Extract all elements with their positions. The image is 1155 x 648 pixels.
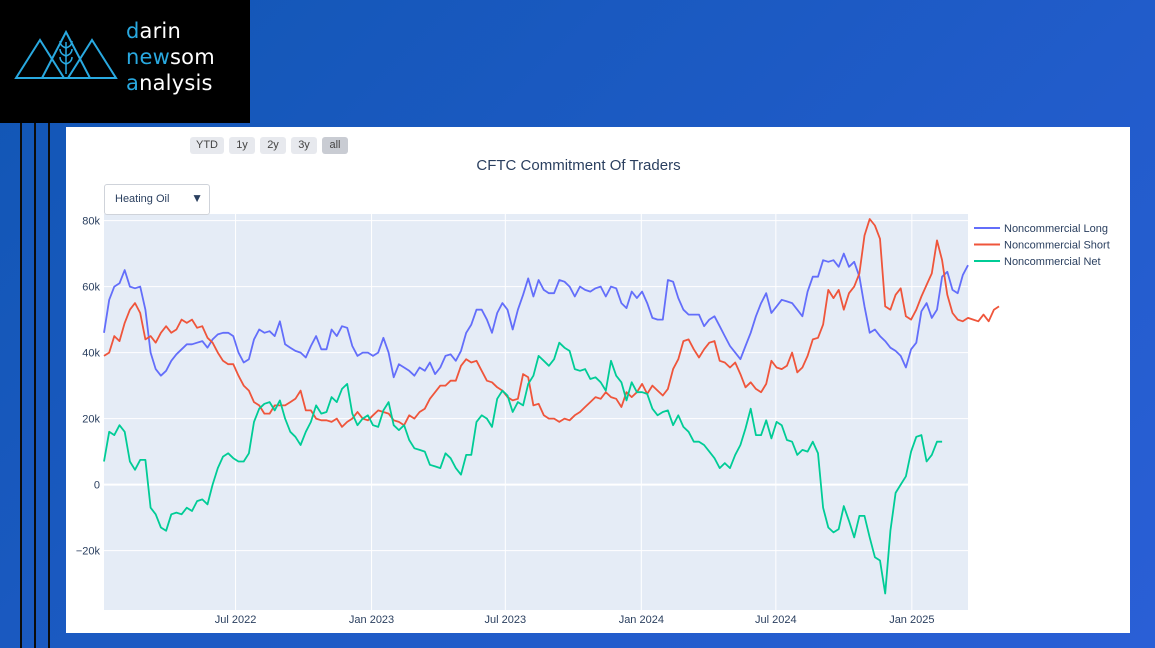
commodity-dropdown[interactable]: Heating Oil ▼ xyxy=(104,184,210,215)
chart-panel: YTD 1y 2y 3y all CFTC Commitment Of Trad… xyxy=(66,127,1130,633)
y-tick-label: 0 xyxy=(94,480,100,492)
mountains-wheat-icon xyxy=(14,29,118,79)
plot-area xyxy=(104,214,968,610)
y-tick-label: 40k xyxy=(82,348,100,360)
range-button-1y[interactable]: 1y xyxy=(229,137,255,154)
line-chart: 80k 60k 40k 20k 0 −20k Jul 2022 Jan 2023 Jul 202… xyxy=(76,214,1110,626)
x-tick-label: Jul 2023 xyxy=(485,614,527,626)
x-tick-label: Jul 2022 xyxy=(215,614,257,626)
x-tick-label: Jan 2023 xyxy=(349,614,394,626)
y-tick-label: −20k xyxy=(76,546,101,558)
range-button-all[interactable]: all xyxy=(322,137,348,154)
legend-label-long: Noncommercial Long xyxy=(1004,223,1108,235)
series-line-net xyxy=(103,341,943,595)
brand-name: darin newsom analysis xyxy=(126,19,215,95)
range-button-3y[interactable]: 3y xyxy=(291,137,317,154)
series-line-long xyxy=(103,252,969,379)
chevron-down-icon: ▼ xyxy=(191,191,203,205)
legend-label-net: Noncommercial Net xyxy=(1004,256,1101,268)
decorative-line xyxy=(48,123,50,648)
decorative-line xyxy=(34,123,36,648)
x-tick-label: Jan 2024 xyxy=(619,614,664,626)
brand-logo: darin newsom analysis xyxy=(0,0,250,123)
dropdown-value: Heating Oil xyxy=(115,193,170,205)
x-tick-label: Jul 2024 xyxy=(755,614,797,626)
range-button-2y[interactable]: 2y xyxy=(260,137,286,154)
legend-label-short: Noncommercial Short xyxy=(1004,240,1110,252)
y-tick-label: 80k xyxy=(82,216,100,228)
range-selector: YTD 1y 2y 3y all xyxy=(190,137,348,154)
y-tick-label: 60k xyxy=(82,282,100,294)
x-tick-label: Jan 2025 xyxy=(889,614,934,626)
range-button-ytd[interactable]: YTD xyxy=(190,137,224,154)
chart-title: CFTC Commitment Of Traders xyxy=(476,157,681,174)
y-tick-label: 20k xyxy=(82,414,100,426)
series-line-short xyxy=(103,218,1000,428)
legend: Noncommercial Long Noncommercial Short Non… xyxy=(974,223,1110,268)
decorative-line xyxy=(20,123,22,648)
